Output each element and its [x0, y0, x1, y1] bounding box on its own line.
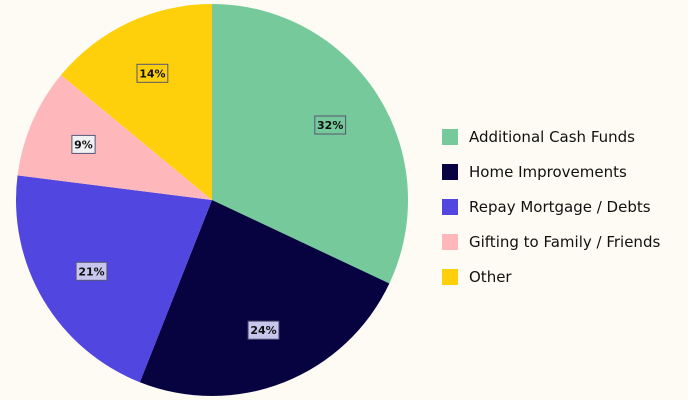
- slice-label: 14%: [136, 63, 169, 83]
- slice-label: 9%: [71, 134, 96, 154]
- pie-slice-labels: 32% 24% 21% 9% 14%: [71, 63, 347, 340]
- pie-slice: [60, 4, 213, 200]
- legend-item: Other: [442, 259, 660, 294]
- pie-chart: 32% 24% 21% 9% 14%: [16, 4, 409, 397]
- legend-label: Additional Cash Funds: [469, 127, 635, 146]
- slice-label-text: 21%: [78, 265, 104, 278]
- slice-label-box: [136, 63, 169, 83]
- legend-label: Repay Mortgage / Debts: [469, 197, 651, 216]
- legend-swatch: [442, 128, 458, 145]
- pie-slice: [17, 75, 212, 200]
- pie-slice: [212, 4, 409, 284]
- slice-label: 32%: [314, 115, 347, 135]
- slice-label-box: [314, 115, 347, 135]
- legend-item: Home Improvements: [442, 154, 660, 189]
- legend-label: Gifting to Family / Friends: [469, 232, 661, 251]
- slice-label: 24%: [247, 320, 280, 340]
- legend-swatch: [442, 163, 458, 180]
- slice-label-text: 14%: [139, 67, 165, 80]
- slice-label-box: [71, 134, 96, 154]
- legend-item: Additional Cash Funds: [442, 119, 660, 154]
- legend-label: Home Improvements: [469, 162, 627, 181]
- slice-label-text: 24%: [250, 324, 276, 337]
- slice-label-text: 9%: [74, 138, 93, 151]
- slice-label-box: [247, 320, 280, 340]
- legend-item: Gifting to Family / Friends: [442, 224, 660, 259]
- legend-swatch: [442, 233, 458, 250]
- pie-slices: [16, 4, 409, 397]
- pie-slice: [16, 175, 212, 383]
- pie-slice: [139, 200, 390, 397]
- legend-swatch: [442, 198, 458, 215]
- legend-label: Other: [469, 267, 512, 286]
- slice-label-box: [75, 261, 108, 281]
- slice-label-text: 32%: [317, 119, 343, 132]
- legend-item: Repay Mortgage / Debts: [442, 189, 660, 224]
- slice-label: 21%: [75, 261, 108, 281]
- chart-legend: Additional Cash Funds Home Improvements Re…: [442, 119, 660, 294]
- legend-swatch: [442, 268, 458, 285]
